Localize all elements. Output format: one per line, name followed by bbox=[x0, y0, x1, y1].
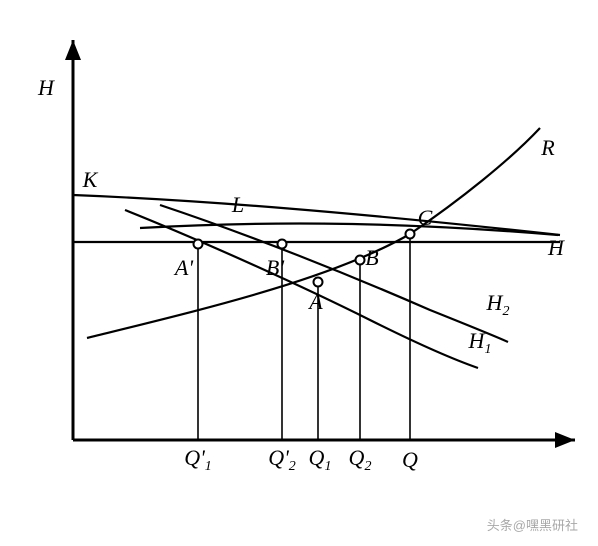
label-Ap: A' bbox=[175, 255, 193, 281]
label-Q1p: Q'1 bbox=[184, 445, 212, 475]
label-A: A bbox=[309, 289, 322, 315]
label-H1: H1 bbox=[469, 328, 492, 358]
label-Q1: Q1 bbox=[309, 445, 332, 475]
label-Q2: Q2 bbox=[349, 445, 372, 475]
point-C bbox=[406, 230, 415, 239]
label-L: L bbox=[232, 192, 244, 218]
label-C: C bbox=[418, 205, 433, 231]
point-Bp bbox=[278, 240, 287, 249]
label-H2: H2 bbox=[487, 290, 510, 320]
y-axis-arrow bbox=[65, 40, 81, 60]
label-B: B bbox=[365, 245, 378, 271]
label-Bp: B' bbox=[266, 255, 284, 281]
watermark: 头条@嘿黑研社 bbox=[487, 515, 578, 534]
label-H_right: H bbox=[548, 235, 564, 261]
label-Q2p: Q'2 bbox=[268, 445, 296, 475]
x-axis-arrow bbox=[555, 432, 575, 448]
pump-curve-diagram: H K L C R H H2 H1 A' B' A B Q'1 Q'2 Q1 Q2 Q 头条@嘿黑研社 bbox=[0, 0, 598, 546]
chart-svg bbox=[0, 0, 598, 546]
curve-H1 bbox=[125, 210, 478, 368]
label-H_axis: H bbox=[38, 75, 54, 101]
label-Q: Q bbox=[402, 447, 418, 473]
label-R: R bbox=[541, 135, 554, 161]
curve-L bbox=[140, 224, 558, 235]
label-K: K bbox=[83, 167, 98, 193]
point-A bbox=[314, 278, 323, 287]
point-B bbox=[356, 256, 365, 265]
point-Ap bbox=[194, 240, 203, 249]
